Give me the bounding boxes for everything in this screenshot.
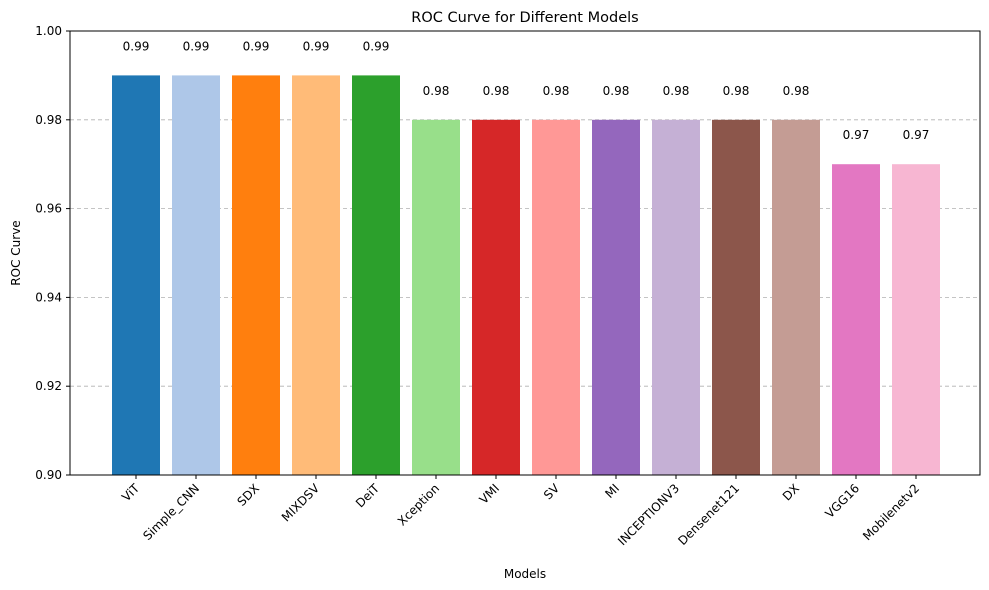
- bar: [352, 75, 400, 476]
- data-labels: 0.99 0.99 0.99 0.99 0.99 0.98 0.98 0.98 0.98 0.98…: [123, 39, 930, 142]
- x-tick-label: Xception: [395, 481, 442, 528]
- x-tick-label: MI: [602, 481, 622, 501]
- bar: [292, 75, 340, 476]
- bar: [592, 119, 640, 476]
- x-tick-label: VMI: [477, 481, 503, 507]
- x-tick-label: SV: [541, 481, 563, 503]
- y-tick-label: 0.94: [35, 290, 62, 304]
- data-label: 0.98: [723, 84, 750, 98]
- x-tick-label: MIXDSV: [279, 481, 323, 525]
- data-label: 0.98: [663, 84, 690, 98]
- x-tick-label: Simple_CNN: [140, 481, 202, 543]
- data-label: 0.98: [603, 84, 630, 98]
- bar: [832, 164, 880, 475]
- x-tick-label: Mobilenetv2: [860, 481, 922, 543]
- y-tick-label: 0.98: [35, 113, 62, 127]
- bar: [892, 164, 940, 475]
- x-tick-label: VGG16: [822, 481, 862, 521]
- bar: [172, 75, 220, 476]
- x-tick-label: INCEPTIONV3: [615, 481, 682, 548]
- data-label: 0.98: [423, 84, 450, 98]
- data-label: 0.98: [483, 84, 510, 98]
- x-tick-label: Densenet121: [675, 481, 742, 548]
- y-tick-label: 0.90: [35, 468, 62, 482]
- data-label: 0.99: [243, 39, 270, 53]
- x-axis-label: Models: [504, 567, 546, 581]
- bar: [772, 119, 820, 476]
- data-label: 0.98: [543, 84, 570, 98]
- data-label: 0.97: [903, 128, 930, 142]
- bar: [532, 119, 580, 476]
- bar: [652, 119, 700, 476]
- bar: [712, 119, 760, 476]
- y-axis-ticks: 0.90 0.92 0.94 0.96 0.98 1.00: [35, 24, 70, 482]
- bars: [112, 75, 940, 476]
- data-label: 0.98: [783, 84, 810, 98]
- data-label: 0.99: [183, 39, 210, 53]
- chart-title: ROC Curve for Different Models: [411, 10, 638, 26]
- data-label: 0.97: [843, 128, 870, 142]
- y-axis-label: ROC Curve: [9, 220, 23, 285]
- bar: [412, 119, 460, 476]
- bar: [232, 75, 280, 476]
- x-tick-label: DeiT: [353, 481, 383, 511]
- data-label: 0.99: [123, 39, 150, 53]
- y-tick-label: 0.96: [35, 202, 62, 216]
- x-tick-label: DX: [780, 481, 802, 503]
- y-tick-label: 1.00: [35, 24, 62, 38]
- x-tick-label: SDX: [234, 481, 262, 509]
- x-tick-label: ViT: [119, 481, 143, 505]
- grid-lines: [70, 119, 980, 387]
- data-label: 0.99: [303, 39, 330, 53]
- bar: [112, 75, 160, 476]
- data-label: 0.99: [363, 39, 390, 53]
- y-tick-label: 0.92: [35, 379, 62, 393]
- bar: [472, 119, 520, 476]
- plot-frame: [69, 30, 981, 476]
